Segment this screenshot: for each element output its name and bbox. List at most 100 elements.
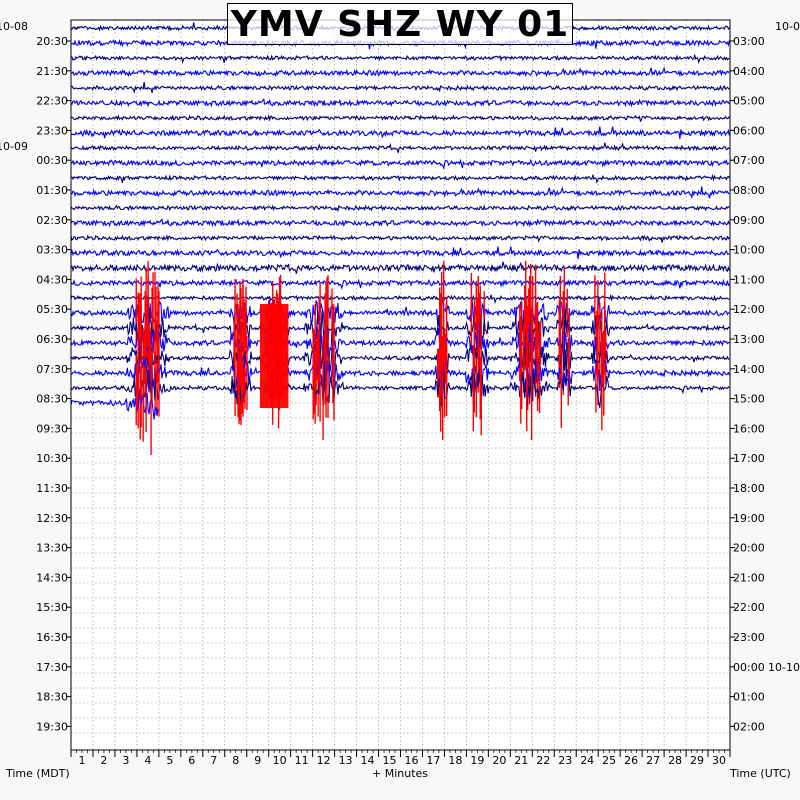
trace-line bbox=[70, 66, 730, 78]
x-tick-label: 5 bbox=[166, 754, 173, 767]
left-time-label: 22:30 bbox=[36, 95, 68, 108]
left-time-label: 19:30 bbox=[36, 720, 68, 733]
trace-line bbox=[70, 217, 730, 228]
trace-line bbox=[70, 126, 730, 140]
trace-line bbox=[70, 204, 730, 213]
x-tick-label: 1 bbox=[78, 754, 85, 767]
right-time-label: 01:00 bbox=[733, 691, 765, 704]
x-tick-label: 30 bbox=[712, 754, 726, 767]
left-time-label: 20:30 bbox=[36, 35, 68, 48]
left-time-label: 11:30 bbox=[36, 482, 68, 495]
trace-line bbox=[70, 338, 730, 377]
left-time-label: 03:30 bbox=[36, 244, 68, 257]
right-time-label: 18:00 bbox=[733, 482, 765, 495]
left-time-label: 05:30 bbox=[36, 303, 68, 316]
x-tick-label: 2 bbox=[100, 754, 107, 767]
x-tick-label: 24 bbox=[580, 754, 594, 767]
right-time-label: 10:00 bbox=[733, 244, 765, 257]
left-time-label: 14:30 bbox=[36, 571, 68, 584]
x-tick-label: 18 bbox=[448, 754, 462, 767]
x-tick-label: 12 bbox=[317, 754, 331, 767]
right-time-label: 08:00 bbox=[733, 184, 765, 197]
right-time-label: 19:00 bbox=[733, 512, 765, 525]
left-time-label: 18:30 bbox=[36, 691, 68, 704]
right-time-labels: 03:00 04:00 05:00 06:00 07:00 08:00 09:00 10:00… bbox=[730, 35, 765, 733]
chart-title: YMV SHZ WY 01 bbox=[227, 3, 573, 45]
x-tick-label: 16 bbox=[404, 754, 418, 767]
clipped-event-block bbox=[259, 304, 289, 408]
right-time-label: 14:00 bbox=[733, 363, 765, 376]
left-axis-title: Time (MDT) bbox=[5, 767, 70, 780]
trace-line bbox=[70, 114, 730, 123]
trace-line bbox=[70, 158, 730, 170]
right-time-label: 06:00 bbox=[733, 124, 765, 137]
x-tick-label: 6 bbox=[188, 754, 195, 767]
left-time-label: 21:30 bbox=[36, 65, 68, 78]
right-time-label: 16:00 bbox=[733, 422, 765, 435]
left-time-labels: 20:30 21:30 22:30 23:30 00:30 01:30 02:30 03:30… bbox=[36, 35, 71, 733]
right-time-label: 12:00 bbox=[733, 303, 765, 316]
x-tick-label: 23 bbox=[558, 754, 572, 767]
right-time-label: 13:00 bbox=[733, 333, 765, 346]
left-time-label: 04:30 bbox=[36, 273, 68, 286]
right-time-label: 23:00 bbox=[733, 631, 765, 644]
trace-line bbox=[70, 293, 730, 305]
trace-line bbox=[70, 246, 730, 260]
right-time-label: 07:00 bbox=[733, 154, 765, 167]
x-tick-label: 11 bbox=[295, 754, 309, 767]
left-time-label: 00:30 bbox=[36, 154, 68, 167]
x-tick-label: 7 bbox=[210, 754, 217, 767]
left-time-label: 17:30 bbox=[36, 661, 68, 674]
right-time-label: 00:00 bbox=[733, 661, 765, 674]
left-time-label: 13:30 bbox=[36, 542, 68, 555]
x-tick-label: 22 bbox=[536, 754, 550, 767]
x-tick-label: 20 bbox=[492, 754, 506, 767]
x-tick-label: 25 bbox=[602, 754, 616, 767]
trace-line bbox=[70, 368, 730, 409]
trace-line bbox=[70, 142, 730, 153]
x-axis-title: + Minutes bbox=[372, 767, 428, 780]
x-tick-label: 4 bbox=[144, 754, 151, 767]
x-tick-label: 9 bbox=[254, 754, 261, 767]
right-time-label: 17:00 bbox=[733, 452, 765, 465]
trace-line bbox=[70, 351, 730, 393]
right-time-label: 11:00 bbox=[733, 273, 765, 286]
x-tick-label: 21 bbox=[514, 754, 528, 767]
x-tick-label: 3 bbox=[122, 754, 129, 767]
trace-line bbox=[70, 278, 730, 291]
left-time-label: 01:30 bbox=[36, 184, 68, 197]
left-time-label: 16:30 bbox=[36, 631, 68, 644]
x-tick-label: 13 bbox=[339, 754, 353, 767]
right-date-label: 10-09 bbox=[775, 20, 800, 33]
right-time-label: 09:00 bbox=[733, 214, 765, 227]
right-time-label: 04:00 bbox=[733, 65, 765, 78]
trace-line bbox=[70, 82, 730, 95]
right-time-label: 03:00 bbox=[733, 35, 765, 48]
right-date-label: 10-10 bbox=[768, 661, 800, 674]
trace-line bbox=[70, 54, 730, 65]
right-time-label: 20:00 bbox=[733, 542, 765, 555]
trace-line bbox=[70, 308, 730, 347]
left-time-label: 23:30 bbox=[36, 124, 68, 137]
right-time-label: 21:00 bbox=[733, 571, 765, 584]
x-tick-label: 15 bbox=[383, 754, 397, 767]
right-time-label: 15:00 bbox=[733, 393, 765, 406]
right-axis-title: Time (UTC) bbox=[729, 767, 791, 780]
trace-line bbox=[70, 322, 730, 368]
left-time-label: 02:30 bbox=[36, 214, 68, 227]
x-tick-label: 19 bbox=[470, 754, 484, 767]
x-tick-label: 28 bbox=[668, 754, 682, 767]
left-time-label: 15:30 bbox=[36, 601, 68, 614]
seismic-traces bbox=[70, 22, 730, 455]
right-time-label: 22:00 bbox=[733, 601, 765, 614]
right-time-label: 05:00 bbox=[733, 95, 765, 108]
trace-line bbox=[70, 186, 730, 200]
left-time-label: 12:30 bbox=[36, 512, 68, 525]
left-time-label: 06:30 bbox=[36, 333, 68, 346]
trace-line bbox=[70, 261, 730, 274]
x-tick-label: 26 bbox=[624, 754, 638, 767]
left-time-label: 09:30 bbox=[36, 422, 68, 435]
x-tick-label: 8 bbox=[232, 754, 239, 767]
x-axis-ticks: 1 2 3 4 5 6 7 8 9 10 11 12 13 14 15 16 17 18 19 20 21 22 23 24 2… bbox=[70, 750, 731, 767]
